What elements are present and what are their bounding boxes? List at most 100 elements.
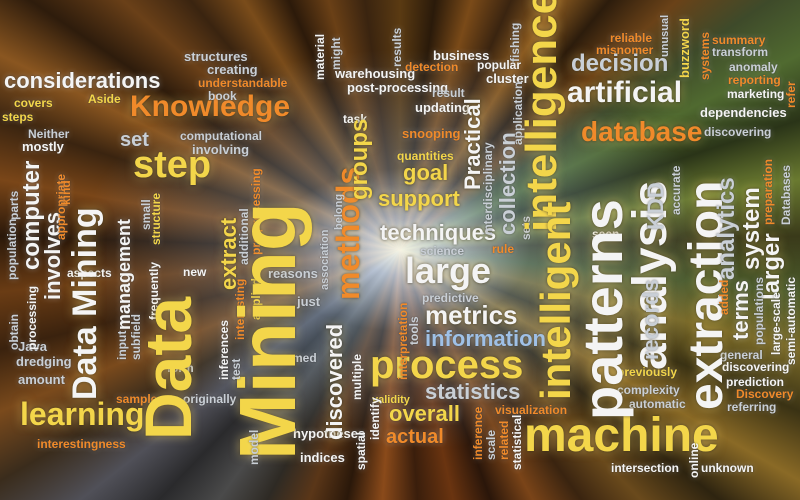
word-related: related	[497, 420, 511, 460]
word-refer: refer	[784, 81, 798, 108]
word-structure: structure	[149, 192, 163, 245]
word-neither: Neither	[28, 127, 70, 141]
word-set: set	[120, 129, 149, 151]
word-knowledge: Knowledge	[130, 90, 291, 123]
word-complexity: complexity	[617, 383, 680, 397]
word-anomaly: anomaly	[729, 60, 778, 74]
word-new: new	[183, 265, 207, 279]
word-rule: rule	[492, 242, 515, 256]
word-model: model	[247, 429, 261, 465]
word-updating: updating	[415, 100, 470, 115]
word-amount: amount	[18, 372, 65, 387]
word-techniques: techniques	[380, 220, 497, 245]
word-large-scale: large-scale	[769, 292, 783, 355]
word-hypotheses: hypotheses	[293, 426, 366, 441]
word-learning: learning	[20, 396, 145, 432]
word-originally: originally	[183, 392, 237, 406]
word-semi-automatic: semi-automatic	[784, 276, 798, 365]
word-aspects: aspects	[67, 266, 112, 280]
word-discovering: discovering	[704, 125, 772, 139]
word-quantities: quantities	[397, 149, 454, 163]
word-parts: parts	[7, 190, 21, 220]
word-dredging: dredging	[16, 354, 72, 369]
word-collection: collection	[495, 132, 520, 235]
word-sample: sample	[116, 392, 158, 406]
word-reasons: reasons	[268, 266, 318, 281]
word-overall: overall	[389, 401, 460, 426]
word-actual: actual	[386, 426, 444, 448]
word-dependencies: dependencies	[700, 105, 787, 120]
word-computational: computational	[180, 129, 263, 143]
word-database: database	[581, 116, 703, 147]
word-online: online	[687, 442, 701, 478]
word-metrics: metrics	[425, 300, 518, 330]
word-groups: groups	[346, 118, 373, 200]
word-inference: inference	[471, 406, 485, 460]
word-discovering-2: discovering	[722, 360, 790, 374]
word-large: large	[405, 250, 492, 291]
word-misnomer: misnomer	[596, 43, 654, 57]
word-interestingness: interestingness	[37, 437, 126, 451]
word-popular: popular	[477, 58, 521, 72]
word-automatic: automatic	[629, 397, 686, 411]
word-kdd: KDD	[643, 182, 668, 230]
word-previously: previously	[617, 365, 678, 379]
word-java: Java	[18, 339, 47, 354]
word-intersection: intersection	[611, 461, 680, 475]
word-spatial: spatial	[354, 431, 368, 470]
word-material: material	[313, 33, 327, 80]
word-named: named	[278, 351, 317, 365]
word-indices: indices	[300, 450, 345, 465]
word-summary: summary	[712, 33, 766, 47]
word-mostly: mostly	[22, 139, 64, 154]
word-involving: involving	[192, 142, 250, 157]
word-preparation: preparation	[761, 158, 775, 225]
word-seen: seen	[592, 227, 620, 241]
word-covers: covers	[14, 96, 53, 110]
word-decision: decision	[571, 50, 669, 77]
word-unusual: unusual	[659, 14, 671, 57]
word-input: input	[115, 330, 129, 360]
word-association: association	[319, 229, 331, 290]
word-belong: belong	[333, 193, 345, 230]
word-systems: systems	[698, 31, 712, 80]
word-obtain: obtain	[7, 314, 21, 350]
word-populations: populations	[752, 277, 766, 345]
word-discovered: discovered	[322, 323, 347, 440]
word-business: business	[433, 48, 490, 63]
word-test: test	[229, 358, 243, 380]
word-records: records	[638, 279, 663, 360]
word-buzzword: buzzword	[677, 18, 692, 78]
word-process: process	[370, 343, 524, 387]
word-validity: validity	[372, 394, 410, 406]
word-statistics: statistics	[425, 379, 521, 404]
word-population: population	[5, 218, 19, 280]
word-mining: Mining	[223, 202, 312, 460]
word-prediction: prediction	[726, 375, 785, 389]
word-processing: processing	[25, 285, 39, 350]
word-book: book	[208, 89, 237, 103]
word-structures: structures	[184, 49, 248, 64]
word-detection: detection	[405, 60, 459, 74]
word-just: just	[297, 294, 321, 309]
word-results: results	[390, 27, 404, 67]
word-understandable: understandable	[198, 76, 288, 90]
word-discovery: Discovery	[736, 387, 794, 401]
word-machine: machine	[524, 409, 719, 462]
word-analytics: analytics	[713, 177, 740, 280]
word-task: task	[343, 112, 368, 126]
word-reporting: reporting	[728, 73, 781, 87]
word-predictive: predictive	[422, 291, 479, 305]
word-support: support	[378, 186, 460, 211]
word-goal: goal	[403, 160, 449, 185]
word-post-processing: post-processing	[347, 80, 449, 95]
word-multiple: multiple	[350, 353, 364, 400]
word-information: information	[425, 326, 546, 351]
word-databases: Databases	[779, 164, 793, 225]
word-visualization: visualization	[495, 403, 568, 417]
word-patterns: patterns	[571, 199, 634, 420]
word-inferences: inferences	[217, 319, 231, 380]
word-form: form	[167, 361, 194, 375]
word-transform: transform	[712, 45, 769, 59]
